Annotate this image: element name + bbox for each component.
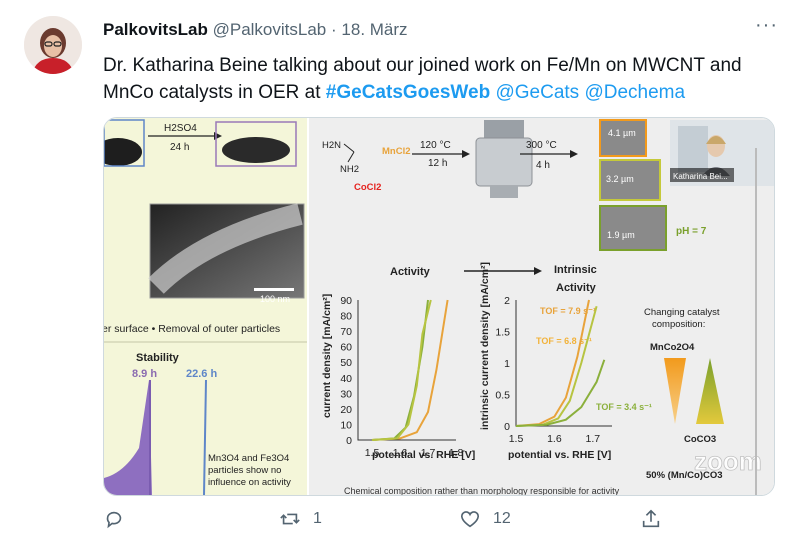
presenter-name: Katharina Bei... bbox=[673, 172, 728, 181]
chem-nh2: NH2 bbox=[340, 164, 359, 175]
tof-label-2: TOF = 6.8 s⁻¹ bbox=[536, 336, 592, 346]
chart1-ytick: 70 bbox=[340, 326, 352, 338]
reply-icon bbox=[106, 511, 122, 529]
tweet-media[interactable]: H2SO4 24 h 100 nm er surface • Removal o… bbox=[103, 117, 775, 496]
chart1-ytick: 80 bbox=[340, 311, 352, 323]
like-count: 12 bbox=[493, 510, 511, 527]
chart2-ylabel: intrinsic current density [mA/cm²] bbox=[479, 262, 491, 430]
composition-bottom: CoCO3 bbox=[684, 434, 716, 445]
chart1-ytick: 0 bbox=[346, 435, 352, 447]
tweet-text: Dr. Katharina Beine talking about our jo… bbox=[103, 52, 783, 106]
user-handle[interactable]: @PalkovitsLab bbox=[212, 20, 327, 39]
chart1-ylabel: current density [mA/cm²] bbox=[321, 294, 333, 418]
step2-time: 4 h bbox=[536, 160, 550, 171]
reagent-cocl2: CoCl2 bbox=[354, 182, 381, 193]
changing-catalyst-label: Changing catalyst bbox=[644, 307, 720, 318]
chart1-ytick: 60 bbox=[340, 342, 352, 354]
note-line-1: Mn3O4 and Fe3O4 bbox=[208, 453, 289, 464]
like-button[interactable]: 12 bbox=[459, 508, 511, 530]
slide-image: H2SO4 24 h 100 nm er surface • Removal o… bbox=[104, 118, 774, 495]
share-icon bbox=[642, 509, 660, 528]
chart1-ytick: 30 bbox=[340, 388, 352, 400]
chart2-xtick: 1.7 bbox=[585, 433, 600, 445]
chart1-ytick: 20 bbox=[340, 404, 352, 416]
intrinsic-heading: Intrinsic bbox=[554, 264, 597, 276]
chart2-ytick: 1.5 bbox=[495, 327, 510, 339]
step2-temperature: 300 °C bbox=[526, 140, 557, 151]
zoom-watermark: zoom bbox=[694, 446, 762, 476]
chart2-ytick: 2 bbox=[504, 295, 510, 307]
chart-current-density: potential vs. RHE [V] current density [m… bbox=[321, 294, 475, 461]
stability-title: Stability bbox=[136, 352, 180, 364]
mention-dechema[interactable]: @Dechema bbox=[584, 82, 686, 103]
reply-button[interactable] bbox=[103, 508, 137, 530]
retweet-count: 1 bbox=[313, 510, 322, 527]
ph-label: pH = 7 bbox=[676, 226, 707, 237]
stability-value-2: 22.6 h bbox=[186, 368, 217, 380]
reaction-time-24h: 24 h bbox=[170, 142, 189, 153]
composition-top: MnCo2O4 bbox=[650, 342, 695, 353]
display-name[interactable]: PalkovitsLab bbox=[103, 20, 208, 39]
retweet-button[interactable]: 1 bbox=[279, 508, 322, 530]
chart1-xtick: 1.6 bbox=[393, 447, 408, 459]
chart1-xtick: 1.8 bbox=[449, 447, 464, 459]
share-button[interactable] bbox=[640, 508, 662, 530]
chart1-xtick: 1.7 bbox=[421, 447, 436, 459]
scale-bar-label: 100 nm bbox=[260, 294, 290, 304]
slide-footer: Chemical composition rather than morphol… bbox=[344, 486, 620, 495]
note-line-2: particles show no bbox=[208, 465, 281, 476]
chart2-series-line-3 bbox=[515, 359, 606, 427]
tweet-header: PalkovitsLab @PalkovitsLab · 18. März bbox=[103, 20, 408, 40]
reagent-h2so4: H2SO4 bbox=[164, 123, 197, 134]
retweet-icon bbox=[280, 513, 300, 525]
chart2-ytick: 0 bbox=[504, 421, 510, 433]
slide-caption: er surface • Removal of outer particles bbox=[104, 323, 280, 335]
note-line-3: influence on activity bbox=[208, 477, 291, 488]
tof-label-3: TOF = 3.4 s⁻¹ bbox=[596, 402, 652, 412]
chart1-ytick: 90 bbox=[340, 295, 352, 307]
more-options-icon[interactable]: ··· bbox=[755, 14, 778, 36]
tweet-date[interactable]: 18. März bbox=[341, 20, 408, 39]
chart1-xtick: 1.5 bbox=[365, 447, 380, 459]
composition-label: composition: bbox=[652, 319, 705, 330]
intrinsic-heading-2: Activity bbox=[556, 282, 597, 294]
step1-temperature: 120 °C bbox=[420, 140, 451, 151]
chart-intrinsic-current-density: potential vs. RHE [V] intrinsic current … bbox=[479, 262, 652, 461]
hashtag-link[interactable]: #GeCatsGoesWeb bbox=[325, 82, 491, 103]
stability-value-1: 8.9 h bbox=[132, 368, 157, 380]
reagent-mncl2: MnCl2 bbox=[382, 146, 411, 157]
step1-time: 12 h bbox=[428, 158, 447, 169]
chart1-xlabel: potential vs. RHE [V] bbox=[372, 449, 475, 461]
chart1-ytick: 10 bbox=[340, 419, 352, 431]
separator-dot: · bbox=[331, 20, 337, 39]
crystal-size-2: 3.2 µm bbox=[606, 174, 634, 184]
avatar[interactable] bbox=[24, 16, 82, 74]
heart-icon bbox=[460, 511, 480, 528]
chart1-ytick: 50 bbox=[340, 357, 352, 369]
chart2-xtick: 1.5 bbox=[509, 433, 524, 445]
chem-h2n: H2N bbox=[322, 140, 341, 151]
crystal-size-1: 4.1 µm bbox=[608, 128, 636, 138]
composition-mix: 50% (Mn/Co)CO3 bbox=[646, 470, 723, 481]
tof-label-1: TOF = 7.9 s⁻¹ bbox=[540, 306, 596, 316]
chart1-ytick: 40 bbox=[340, 373, 352, 385]
tweet-body: Dr. Katharina Beine talking about our jo… bbox=[103, 55, 742, 103]
chart2-xtick: 1.6 bbox=[547, 433, 562, 445]
chart2-xlabel: potential vs. RHE [V] bbox=[508, 449, 611, 461]
crystal-size-3: 1.9 µm bbox=[607, 230, 635, 240]
chart1-axes bbox=[357, 300, 456, 441]
chart2-ytick: 0.5 bbox=[495, 390, 510, 402]
activity-heading: Activity bbox=[390, 266, 431, 278]
tweet-actions: 1 12 bbox=[103, 508, 663, 542]
avatar-image bbox=[24, 16, 82, 74]
mention-gecats[interactable]: @GeCats bbox=[495, 82, 580, 103]
chart1-series-line-3 bbox=[371, 299, 432, 441]
chart2-ytick: 1 bbox=[504, 358, 510, 370]
